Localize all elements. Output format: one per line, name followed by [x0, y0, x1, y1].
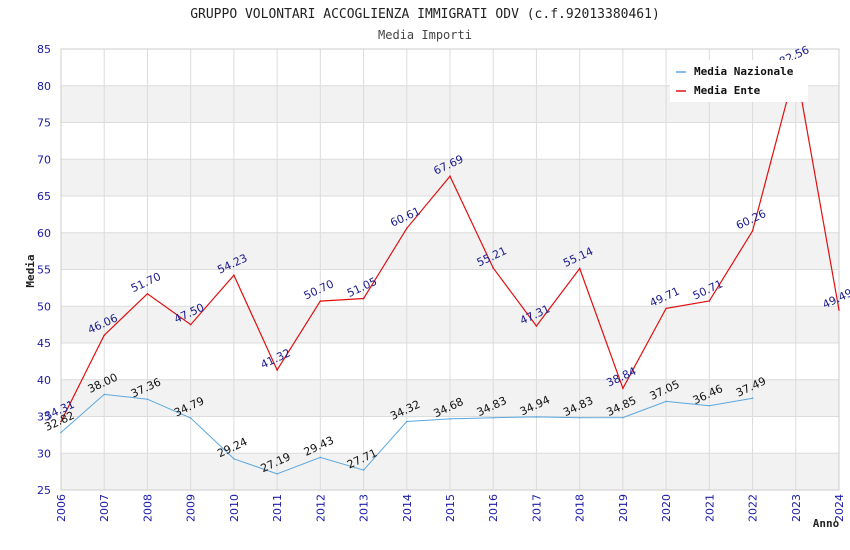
- x-tick-label: 2010: [228, 494, 241, 522]
- x-axis-label: Anno: [813, 517, 840, 530]
- x-tick-label: 2022: [747, 494, 760, 522]
- y-axis-label: Media: [24, 254, 37, 287]
- x-tick-label: 2013: [358, 494, 371, 522]
- data-point: [578, 416, 581, 419]
- x-tick-label: 2015: [444, 494, 457, 522]
- y-tick-label: 55: [37, 264, 51, 277]
- x-tick-label: 2012: [314, 494, 327, 522]
- y-tick-label: 45: [37, 337, 51, 350]
- series-lines: [60, 66, 840, 475]
- x-tick-label: 2007: [98, 494, 111, 522]
- data-point: [665, 307, 667, 310]
- legend-label-media-nazionale: Media Nazionale: [694, 65, 794, 78]
- y-axis-ticks: 25 30 35 40 45 50 55 60 65 70 75 80 85: [37, 43, 51, 497]
- y-tick-label: 80: [37, 80, 51, 93]
- data-point: [665, 400, 667, 403]
- data-point: [276, 369, 278, 371]
- data-point: [60, 431, 62, 434]
- data-point: [751, 230, 754, 232]
- y-tick-label: 35: [37, 411, 51, 424]
- data-point: [146, 292, 149, 295]
- x-tick-label: 2024: [833, 494, 846, 522]
- legend-box: [670, 60, 808, 102]
- data-point: [319, 456, 322, 459]
- x-tick-label: 2020: [660, 494, 673, 522]
- data-point: [189, 323, 192, 326]
- y-tick-label: 60: [37, 227, 51, 240]
- gridlines: [60, 48, 840, 491]
- x-tick-label: 2011: [271, 494, 284, 522]
- x-tick-label: 2014: [401, 494, 414, 522]
- y-tick-label: 50: [37, 300, 51, 313]
- y-tick-label: 75: [37, 117, 51, 130]
- data-point: [362, 297, 365, 300]
- data-point: [319, 300, 322, 302]
- data-point: [103, 334, 106, 337]
- x-tick-label: 2018: [574, 494, 587, 522]
- data-point: [405, 227, 408, 230]
- data-point: [449, 175, 451, 178]
- x-tick-label: 2008: [141, 494, 154, 522]
- data-point: [492, 267, 495, 269]
- data-point: [103, 393, 106, 396]
- y-tick-label: 85: [37, 43, 51, 56]
- y-tick-label: 40: [37, 374, 51, 387]
- data-point: [276, 473, 278, 475]
- data-point: [535, 416, 538, 418]
- y-tick-label: 30: [37, 447, 51, 460]
- x-tick-label: 2021: [703, 494, 716, 522]
- x-tick-label: 2006: [55, 494, 68, 522]
- data-point: [622, 416, 624, 419]
- data-point: [751, 397, 754, 399]
- data-point: [233, 274, 235, 276]
- x-axis-ticks: 2006 2007 2008 2009 2010 2011 2012 2013 2014 2015…: [55, 494, 846, 522]
- y-tick-label: 25: [37, 484, 51, 497]
- data-point: [146, 398, 149, 400]
- x-tick-label: 2017: [530, 494, 543, 522]
- data-point: [449, 418, 451, 420]
- data-point: [189, 417, 192, 419]
- legend-label-media-ente: Media Ente: [694, 84, 761, 97]
- data-point: [362, 469, 365, 471]
- chart-subtitle: Media Importi: [378, 28, 472, 42]
- x-tick-label: 2019: [617, 494, 630, 522]
- plot-border: [60, 48, 840, 491]
- data-point: [233, 458, 235, 460]
- y-tick-label: 65: [37, 190, 51, 203]
- data-point: [708, 300, 711, 302]
- data-point: [60, 420, 62, 423]
- y-tick-label: 70: [37, 153, 51, 166]
- chart-title: GRUPPO VOLONTARI ACCOGLIENZA IMMIGRATI O…: [190, 7, 660, 22]
- data-point: [838, 309, 840, 311]
- data-point: [578, 267, 581, 270]
- data-point: [492, 416, 495, 419]
- data-point: [405, 420, 408, 423]
- x-tick-label: 2009: [185, 494, 198, 522]
- legend: Media Nazionale Media Ente: [670, 60, 808, 102]
- x-tick-label: 2023: [790, 494, 803, 522]
- data-point: [622, 387, 624, 390]
- x-tick-label: 2016: [487, 494, 500, 522]
- data-point: [708, 404, 711, 407]
- data-point: [535, 325, 538, 327]
